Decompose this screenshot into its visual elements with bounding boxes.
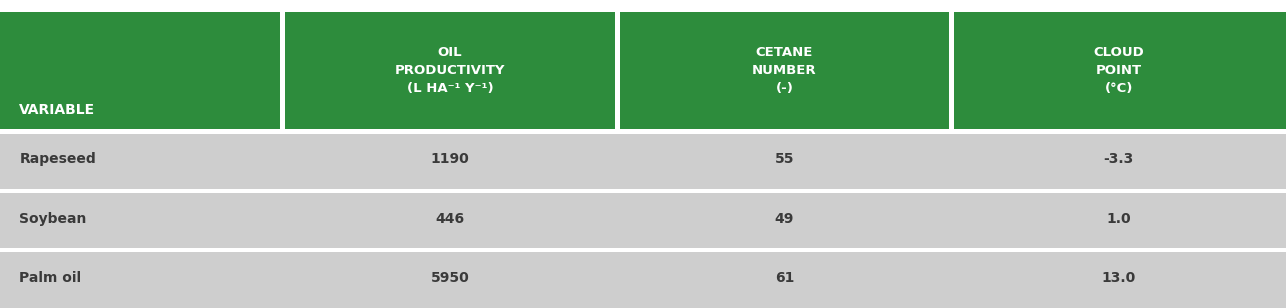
Text: -3.3: -3.3 <box>1103 152 1134 166</box>
Text: Palm oil: Palm oil <box>19 271 81 285</box>
Text: 1.0: 1.0 <box>1106 212 1132 226</box>
Text: VARIABLE: VARIABLE <box>19 103 95 117</box>
Bar <box>0 249 1286 252</box>
Text: 5950: 5950 <box>431 271 469 285</box>
Bar <box>949 12 954 129</box>
Bar <box>0 129 1286 308</box>
Bar <box>0 129 1286 134</box>
Bar <box>280 12 285 129</box>
Bar <box>0 12 1286 129</box>
Text: CLOUD
POINT
(°C): CLOUD POINT (°C) <box>1093 46 1145 95</box>
Text: 446: 446 <box>436 212 464 226</box>
Text: 61: 61 <box>774 271 795 285</box>
Text: Soybean: Soybean <box>19 212 86 226</box>
Text: OIL
PRODUCTIVITY
(L HA⁻¹ Y⁻¹): OIL PRODUCTIVITY (L HA⁻¹ Y⁻¹) <box>395 46 505 95</box>
Text: 49: 49 <box>774 212 795 226</box>
Bar <box>0 189 1286 192</box>
Text: Rapeseed: Rapeseed <box>19 152 96 166</box>
Text: 13.0: 13.0 <box>1102 271 1136 285</box>
Text: 1190: 1190 <box>431 152 469 166</box>
Text: 55: 55 <box>774 152 795 166</box>
Bar <box>615 12 620 129</box>
Text: CETANE
NUMBER
(-): CETANE NUMBER (-) <box>752 46 817 95</box>
